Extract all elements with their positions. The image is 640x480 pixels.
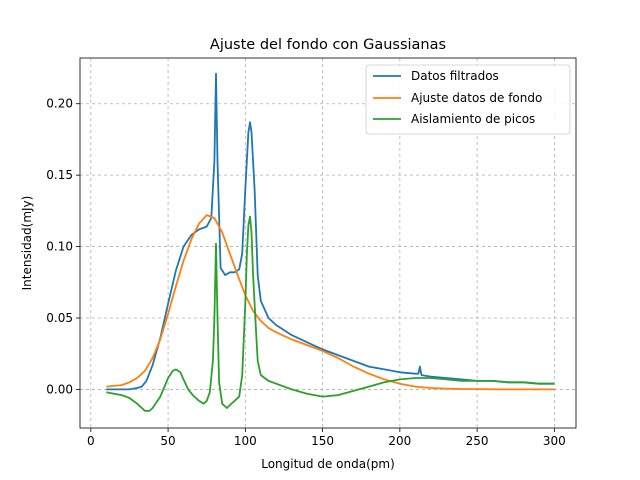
x-axis-label: Longitud de onda(pm): [261, 457, 395, 471]
y-tick-label: 0.20: [46, 97, 73, 111]
legend-label-datos-filtrados: Datos filtrados: [411, 69, 499, 83]
x-tick-label: 150: [311, 434, 334, 448]
legend: Datos filtrados Ajuste datos de fondo Ai…: [365, 64, 571, 135]
chart-title: Ajuste del fondo con Gaussianas: [210, 37, 446, 53]
series-layer: [106, 72, 555, 412]
x-tick-label: 0: [87, 434, 95, 448]
grid: [80, 58, 576, 428]
legend-label-ajuste-datos-de-fondo: Ajuste datos de fondo: [411, 91, 542, 105]
ticks: 0 50 100 150 200 250 300 0.00 0.05 0.10 0.15 0.20: [46, 97, 566, 448]
legend-box: [365, 64, 571, 135]
series-line-ajuste-datos-de-fondo: [106, 214, 555, 391]
legend-label-aislamiento-de-picos: Aislamiento de picos: [411, 112, 535, 126]
y-tick-label: 0.05: [46, 311, 73, 325]
x-tick-label: 200: [388, 434, 411, 448]
y-tick-label: 0.10: [46, 240, 73, 254]
series-line-datos-filtrados: [106, 72, 555, 391]
y-tick-label: 0.15: [46, 168, 73, 182]
x-tick-label: 300: [543, 434, 566, 448]
x-tick-label: 100: [234, 434, 257, 448]
y-axis-label: Intensidad(mJy): [20, 196, 34, 291]
y-tick-label: 0.00: [46, 382, 73, 396]
series-line-aislamiento-de-picos: [106, 215, 555, 412]
x-tick-label: 250: [466, 434, 489, 448]
plot-frame: [79, 57, 577, 429]
x-tick-label: 50: [160, 434, 175, 448]
